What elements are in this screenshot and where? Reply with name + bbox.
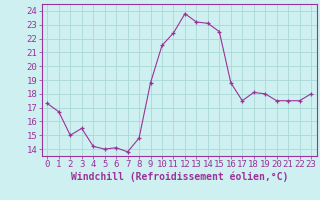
X-axis label: Windchill (Refroidissement éolien,°C): Windchill (Refroidissement éolien,°C)	[70, 172, 288, 182]
